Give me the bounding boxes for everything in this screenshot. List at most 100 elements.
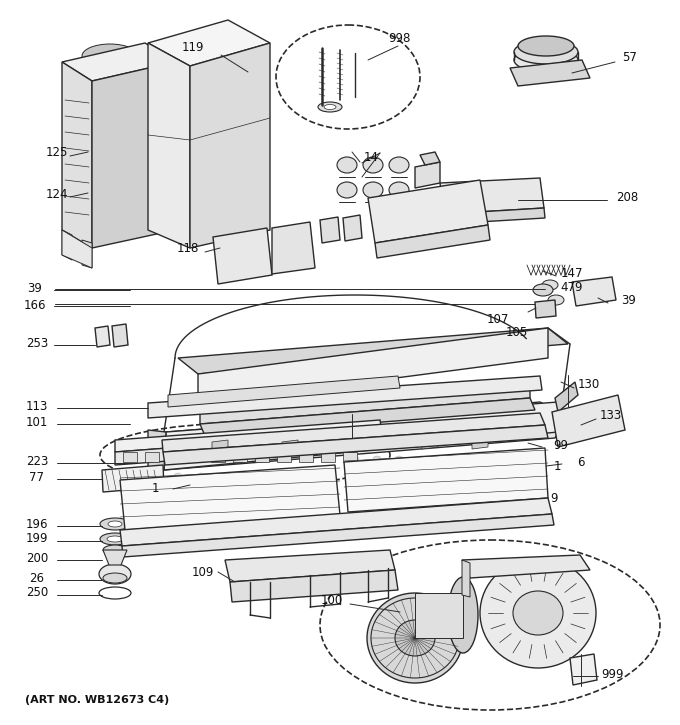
Text: 479: 479 [561, 281, 583, 294]
Ellipse shape [416, 414, 424, 420]
Ellipse shape [289, 505, 297, 511]
Ellipse shape [277, 513, 285, 519]
Ellipse shape [450, 480, 458, 486]
Ellipse shape [527, 472, 535, 478]
Text: 100: 100 [321, 594, 343, 607]
Ellipse shape [266, 489, 274, 495]
Polygon shape [230, 570, 398, 602]
Ellipse shape [318, 102, 342, 112]
Ellipse shape [417, 456, 425, 462]
Text: 200: 200 [26, 552, 48, 565]
Ellipse shape [505, 456, 513, 462]
Ellipse shape [82, 44, 138, 68]
Ellipse shape [494, 496, 502, 502]
Polygon shape [352, 440, 368, 449]
Ellipse shape [395, 472, 403, 478]
Ellipse shape [450, 464, 458, 470]
Ellipse shape [516, 480, 524, 486]
Polygon shape [572, 277, 616, 306]
Text: 250: 250 [26, 587, 48, 600]
Bar [123, 452, 137, 462]
Ellipse shape [243, 505, 251, 511]
Ellipse shape [185, 497, 193, 503]
Ellipse shape [472, 496, 480, 502]
Polygon shape [444, 208, 545, 224]
Polygon shape [115, 420, 382, 452]
Ellipse shape [337, 182, 357, 198]
Polygon shape [368, 180, 488, 243]
Ellipse shape [428, 496, 436, 502]
Polygon shape [344, 448, 548, 512]
Ellipse shape [384, 480, 392, 486]
Ellipse shape [174, 505, 182, 511]
Polygon shape [213, 228, 272, 284]
Polygon shape [148, 20, 270, 66]
Ellipse shape [289, 473, 297, 479]
Polygon shape [320, 217, 340, 243]
Polygon shape [198, 328, 548, 404]
Ellipse shape [208, 481, 216, 487]
Ellipse shape [108, 521, 122, 527]
Ellipse shape [231, 497, 239, 503]
Ellipse shape [367, 593, 463, 683]
Ellipse shape [351, 472, 359, 478]
Ellipse shape [538, 480, 546, 486]
Text: 57: 57 [623, 51, 637, 64]
Ellipse shape [494, 464, 502, 470]
Text: 39: 39 [622, 294, 636, 307]
Ellipse shape [231, 513, 239, 519]
Ellipse shape [220, 473, 228, 479]
Ellipse shape [162, 481, 170, 487]
Polygon shape [343, 215, 362, 241]
Bar [321, 452, 335, 462]
Polygon shape [92, 62, 175, 248]
Ellipse shape [389, 182, 409, 198]
Polygon shape [148, 430, 166, 470]
Polygon shape [510, 60, 590, 86]
Ellipse shape [128, 521, 136, 527]
Text: 118: 118 [177, 241, 199, 254]
Ellipse shape [312, 505, 320, 511]
Ellipse shape [362, 464, 370, 470]
Ellipse shape [450, 496, 458, 502]
Ellipse shape [162, 513, 170, 519]
Ellipse shape [527, 456, 535, 462]
Ellipse shape [300, 481, 308, 487]
Ellipse shape [277, 497, 285, 503]
Ellipse shape [312, 473, 320, 479]
Ellipse shape [395, 456, 403, 462]
Polygon shape [161, 402, 570, 470]
Text: 14: 14 [364, 151, 379, 164]
Polygon shape [82, 240, 92, 268]
Ellipse shape [220, 521, 228, 527]
Polygon shape [552, 395, 625, 447]
Text: 9: 9 [550, 492, 558, 505]
Polygon shape [415, 162, 440, 188]
Ellipse shape [527, 488, 535, 494]
Ellipse shape [480, 558, 596, 668]
Polygon shape [148, 43, 190, 248]
Ellipse shape [406, 480, 414, 486]
Ellipse shape [312, 521, 320, 527]
Text: 253: 253 [26, 336, 48, 349]
Ellipse shape [518, 36, 574, 56]
Polygon shape [422, 440, 438, 449]
Ellipse shape [323, 513, 331, 519]
Ellipse shape [483, 456, 491, 462]
Bar [343, 452, 357, 462]
Ellipse shape [472, 464, 480, 470]
Ellipse shape [376, 414, 384, 420]
Ellipse shape [389, 157, 409, 173]
Text: 999: 999 [602, 668, 624, 682]
Text: 107: 107 [487, 312, 509, 326]
Ellipse shape [505, 488, 513, 494]
Ellipse shape [254, 497, 262, 503]
Ellipse shape [151, 505, 159, 511]
Ellipse shape [266, 505, 274, 511]
Text: 125: 125 [46, 146, 68, 159]
Polygon shape [570, 654, 597, 685]
Text: 105: 105 [506, 326, 528, 339]
Text: 99: 99 [554, 439, 568, 452]
Ellipse shape [220, 489, 228, 495]
Ellipse shape [139, 513, 147, 519]
